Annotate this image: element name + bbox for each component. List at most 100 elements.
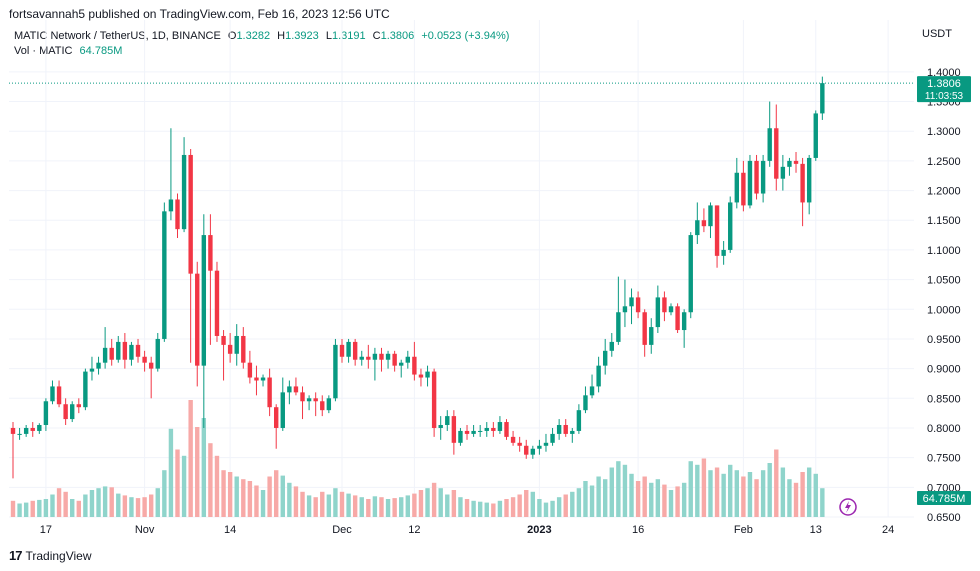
candle-body <box>556 425 562 434</box>
volume-bar <box>274 470 279 517</box>
candle-body <box>10 427 16 434</box>
volume-bar <box>642 476 647 517</box>
candle-body <box>346 341 351 357</box>
symbol-label[interactable]: MATIC Network / TetherUS, 1D, BINANCE <box>14 30 221 42</box>
volume-bar <box>201 418 207 517</box>
candle-body <box>155 338 160 369</box>
volume-bar <box>313 497 318 517</box>
low-label: L <box>325 30 332 42</box>
volume-bar <box>681 482 687 517</box>
volume-bar <box>306 495 312 517</box>
candle-body <box>366 356 371 360</box>
volume-bar <box>767 463 772 517</box>
y-tick-label: 0.6500 <box>927 512 961 524</box>
tradingview-footer[interactable]: 17 TradingView <box>9 548 92 563</box>
volume-bar <box>688 461 693 517</box>
countdown-value: 11:03:53 <box>925 91 964 102</box>
x-tick-label: Feb <box>734 524 753 536</box>
volume-value: 64.785M <box>79 45 123 57</box>
candle-body <box>372 353 378 360</box>
candle-body <box>221 335 226 345</box>
volume-bar <box>714 467 720 517</box>
volume-bar <box>576 488 582 517</box>
low-value: 1.3191 <box>331 30 366 42</box>
candle-body <box>642 312 647 345</box>
volume-bar <box>425 488 430 517</box>
candle-body <box>320 401 325 411</box>
volume-bar <box>50 494 55 517</box>
volume-bar <box>208 443 213 517</box>
volume-label[interactable]: Vol · MATIC <box>14 45 73 57</box>
candle-body <box>635 297 641 313</box>
volume-bar <box>760 470 766 517</box>
volume-bar <box>399 497 404 517</box>
volume-bar <box>96 488 101 517</box>
lightning-icon[interactable] <box>839 498 857 516</box>
candle-body <box>734 172 739 203</box>
candle-body <box>300 392 305 402</box>
candle-body <box>241 335 246 363</box>
volume-bar <box>392 498 397 517</box>
volume-bar <box>629 473 634 517</box>
volume-bar <box>267 476 272 517</box>
candle-body <box>385 353 391 360</box>
tradingview-logo-icon: 17 <box>9 548 23 563</box>
volume-bar <box>800 472 805 517</box>
volume-bar <box>820 488 825 517</box>
candle-body <box>89 368 95 372</box>
x-tick-label: 2023 <box>527 524 551 536</box>
close-label: C <box>372 30 381 42</box>
candle-body <box>83 371 88 408</box>
candle-body <box>583 395 588 411</box>
candle-body <box>333 344 338 399</box>
volume-bar <box>570 491 575 517</box>
volume-bar <box>56 488 62 517</box>
candle-body <box>451 416 457 443</box>
x-tick-label: 14 <box>224 524 236 536</box>
candle-body <box>662 297 667 313</box>
volume-tag: 64.785M <box>917 491 971 505</box>
y-tick-label: 1.3000 <box>927 126 961 138</box>
candle-body <box>254 377 259 381</box>
candle-body <box>543 442 549 446</box>
candle-body <box>287 386 292 393</box>
volume-bar <box>563 494 568 517</box>
candle-body <box>760 160 766 194</box>
currency-label[interactable]: USDT <box>922 28 952 40</box>
candle-body <box>589 386 595 396</box>
candle-body <box>412 356 417 375</box>
candle-body <box>425 371 430 378</box>
volume-bar <box>352 495 358 517</box>
x-tick-label: 24 <box>882 524 894 536</box>
candle-body <box>464 430 470 434</box>
y-tick-label: 0.9000 <box>927 364 961 376</box>
volume-bar <box>649 482 654 517</box>
x-tick-label: Dec <box>332 524 352 536</box>
candle-body <box>267 377 272 408</box>
volume-bar <box>793 482 799 517</box>
candle-body <box>274 407 279 428</box>
candle-body <box>431 371 437 428</box>
candle-body <box>471 430 476 434</box>
candle-body <box>280 392 285 428</box>
volume-bar <box>635 481 641 517</box>
volume-bar <box>813 473 818 517</box>
candle-body <box>135 344 141 357</box>
candle-body <box>109 347 114 360</box>
candle-body <box>504 422 509 437</box>
candle-body <box>629 297 634 307</box>
volume-bar <box>754 479 759 517</box>
candle-body <box>201 235 207 366</box>
volume-bar <box>616 461 621 517</box>
volume-bar <box>293 486 299 517</box>
candle-body <box>517 442 522 446</box>
candle-body <box>695 220 700 236</box>
candle-body <box>497 422 503 431</box>
y-tick-label: 0.8500 <box>927 393 961 405</box>
candle-body <box>681 312 687 331</box>
y-tick-label: 0.8000 <box>927 423 961 435</box>
volume-bar <box>405 495 410 517</box>
volume-bar <box>109 487 114 517</box>
